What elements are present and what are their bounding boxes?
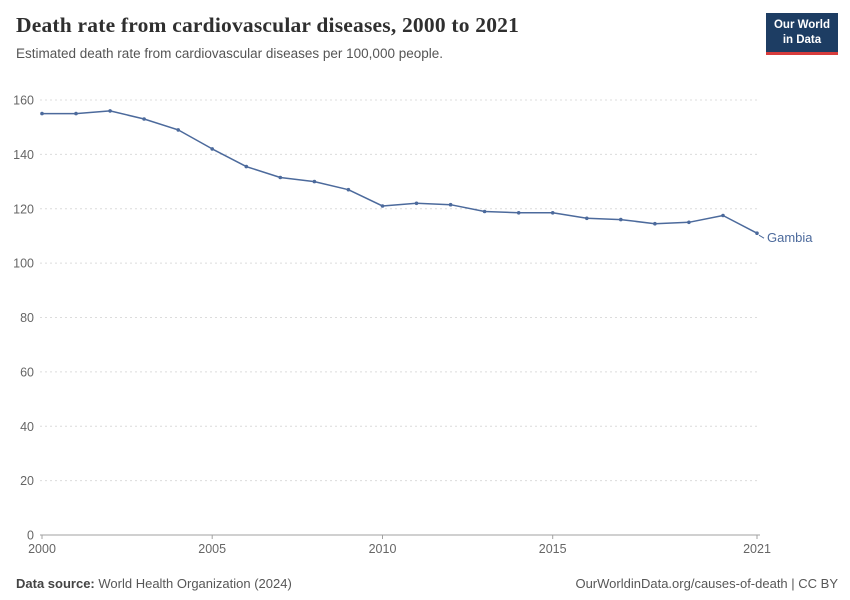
data-point[interactable]	[244, 164, 249, 169]
line-chart: 0 20 40 60 80 100 120 140 160 2000 2005 2010 2015 202…	[0, 75, 850, 570]
data-point[interactable]	[755, 231, 759, 235]
chart-footer: Data source: World Health Organization (…	[0, 570, 850, 591]
data-point[interactable]	[380, 204, 385, 208]
series-end-label[interactable]: Gambia	[767, 230, 813, 245]
data-point[interactable]	[312, 179, 317, 184]
x-tick-label: 2021	[743, 542, 771, 556]
data-point[interactable]	[721, 213, 725, 218]
x-tick-label: 2000	[28, 542, 56, 556]
y-tick-label: 160	[13, 94, 34, 108]
owid-logo: Our World in Data	[765, 13, 838, 55]
data-source-value: World Health Organization (2024)	[98, 576, 292, 591]
y-tick-label: 0	[27, 529, 34, 543]
data-point[interactable]	[278, 175, 283, 180]
data-point[interactable]	[448, 202, 453, 207]
data-point[interactable]	[210, 147, 214, 151]
chart-titles: Death rate from cardiovascular diseases,…	[16, 13, 519, 61]
chart-subtitle: Estimated death rate from cardiovascular…	[16, 46, 443, 61]
y-tick-label: 40	[20, 420, 34, 434]
data-point[interactable]	[74, 111, 78, 116]
y-tick-label: 120	[13, 202, 34, 216]
x-tick-label: 2010	[369, 542, 397, 556]
data-point[interactable]	[482, 209, 487, 214]
credit-link[interactable]: OurWorldinData.org/causes-of-death | CC …	[575, 576, 838, 591]
data-point[interactable]	[516, 211, 521, 215]
y-tick-label: 20	[20, 474, 34, 488]
data-point[interactable]	[142, 117, 146, 121]
y-tick-label: 60	[20, 365, 34, 379]
y-tick-label: 100	[13, 257, 34, 271]
x-tick-label: 2005	[198, 542, 226, 556]
data-source-label: Data source:	[16, 576, 95, 591]
y-tick-label: 80	[20, 311, 34, 325]
chart-header: Death rate from cardiovascular diseases,…	[0, 0, 850, 75]
y-tick-label: 140	[13, 148, 34, 162]
data-point[interactable]	[550, 211, 555, 215]
owid-logo-line1: Our World	[773, 19, 830, 31]
series-line	[42, 110, 758, 234]
data-point[interactable]	[414, 201, 419, 206]
data-point[interactable]	[653, 221, 657, 226]
data-point[interactable]	[40, 111, 44, 116]
data-point[interactable]	[108, 109, 112, 113]
x-tick-label: 2015	[539, 542, 567, 556]
data-point[interactable]	[619, 217, 623, 222]
data-point[interactable]	[585, 216, 589, 221]
data-point[interactable]	[176, 128, 180, 132]
page-title: Death rate from cardiovascular diseases,…	[16, 13, 520, 37]
owid-logo-line2: in Data	[782, 33, 822, 46]
data-point[interactable]	[346, 187, 351, 192]
line-chart-svg: 0 20 40 60 80 100 120 140 160 2000 2005 2010 2015 202…	[13, 94, 813, 557]
series-label-connector	[758, 234, 765, 239]
data-point[interactable]	[687, 220, 691, 225]
data-source: Data source: World Health Organization (…	[16, 576, 292, 591]
